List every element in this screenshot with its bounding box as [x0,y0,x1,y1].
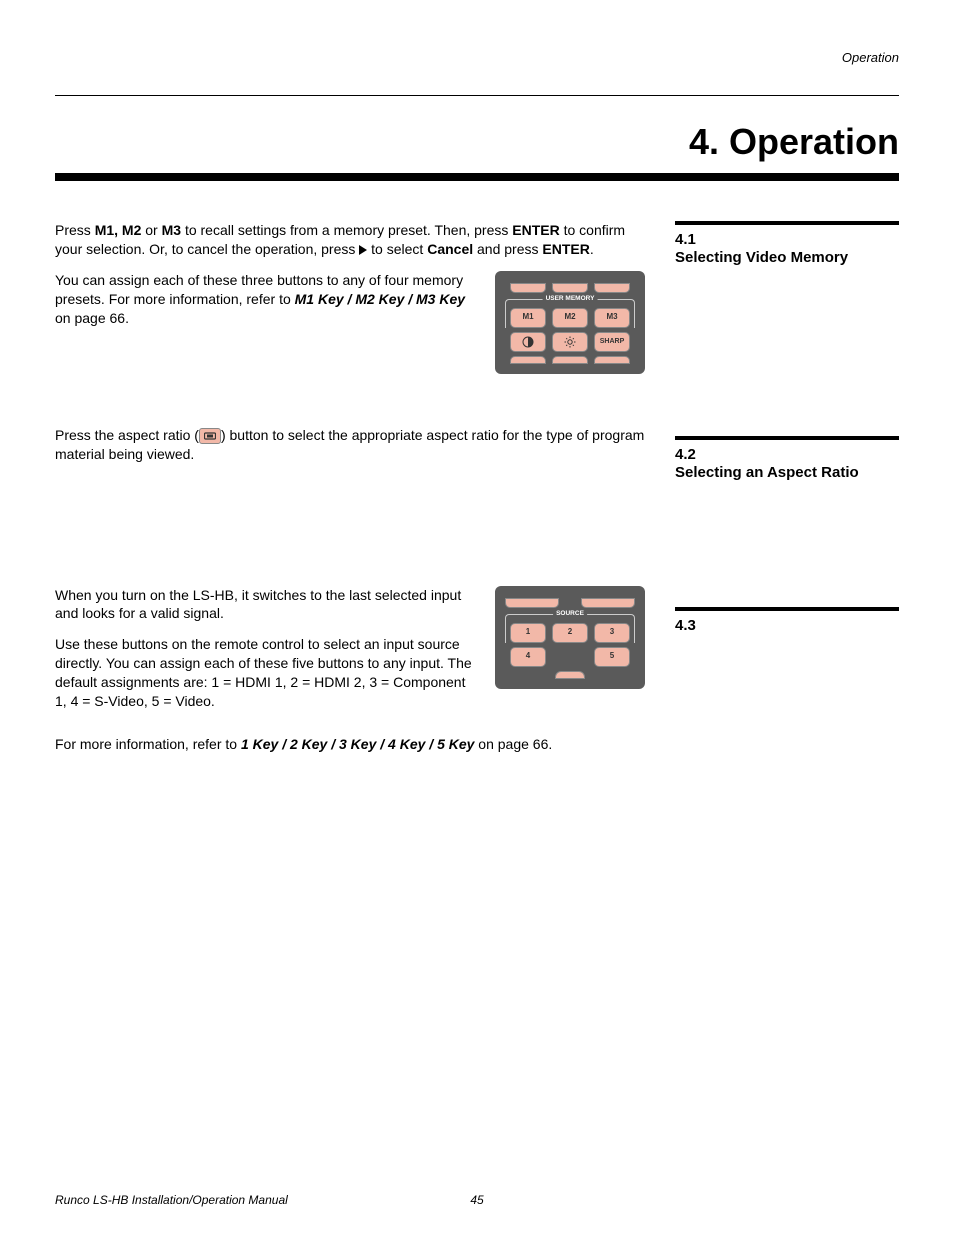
remote-btn-m2: M2 [552,308,588,328]
rule-thin [55,95,899,96]
footer-title: Runco LS-HB Installation/Operation Manua… [55,1193,288,1207]
remote-btn-partial [555,671,585,679]
remote-btn-contrast [510,332,546,352]
remote-btn-partial [510,283,546,293]
remote-btn-4: 4 [510,647,546,667]
section-heading-43: 4.3 [675,607,899,634]
remote-btn-partial [552,283,588,293]
remote-btn-3: 3 [594,623,630,643]
paragraph: When you turn on the LS-HB, it switches … [55,586,480,624]
remote-btn-partial [594,356,630,364]
section-heading-42: 4.2 Selecting an Aspect Ratio [675,436,899,483]
contrast-icon [522,336,534,348]
remote-btn-5: 5 [594,647,630,667]
paragraph: You can assign each of these three butto… [55,271,480,328]
remote-btn-m1: M1 [510,308,546,328]
group-label: SOURCE [553,610,587,619]
main-column: Press M1, M2 or M3 to recall settings fr… [55,221,645,766]
remote-source-illustration: SOURCE 1 2 3 4 5 [495,586,645,689]
remote-btn-brightness [552,332,588,352]
paragraph: Use these buttons on the remote control … [55,635,480,711]
paragraph: Press the aspect ratio () button to sele… [55,426,645,464]
side-column: 4.1 Selecting Video Memory 4.2 Selecting… [675,221,899,766]
remote-user-memory-illustration: USER MEMORY M1 M2 M3 [495,271,645,374]
paragraph: Press M1, M2 or M3 to recall settings fr… [55,221,645,259]
footer-page-number: 45 [470,1193,483,1207]
remote-btn-partial [581,598,635,608]
remote-btn-1: 1 [510,623,546,643]
rule-thick [55,173,899,181]
running-head: Operation [55,50,899,65]
remote-btn-partial [552,356,588,364]
remote-btn-partial [594,283,630,293]
remote-btn-partial [505,598,559,608]
brightness-icon [564,336,576,348]
remote-btn-partial [510,356,546,364]
remote-btn-sharp: SHARP [594,332,630,352]
chapter-title: 4. Operation [55,121,899,163]
remote-btn-2: 2 [552,623,588,643]
group-label: USER MEMORY [543,295,598,304]
paragraph: For more information, refer to 1 Key / 2… [55,735,645,754]
aspect-ratio-icon [199,428,221,444]
section-heading-41: 4.1 Selecting Video Memory [675,221,899,268]
page-footer: Runco LS-HB Installation/Operation Manua… [55,1193,899,1207]
remote-btn-m3: M3 [594,308,630,328]
